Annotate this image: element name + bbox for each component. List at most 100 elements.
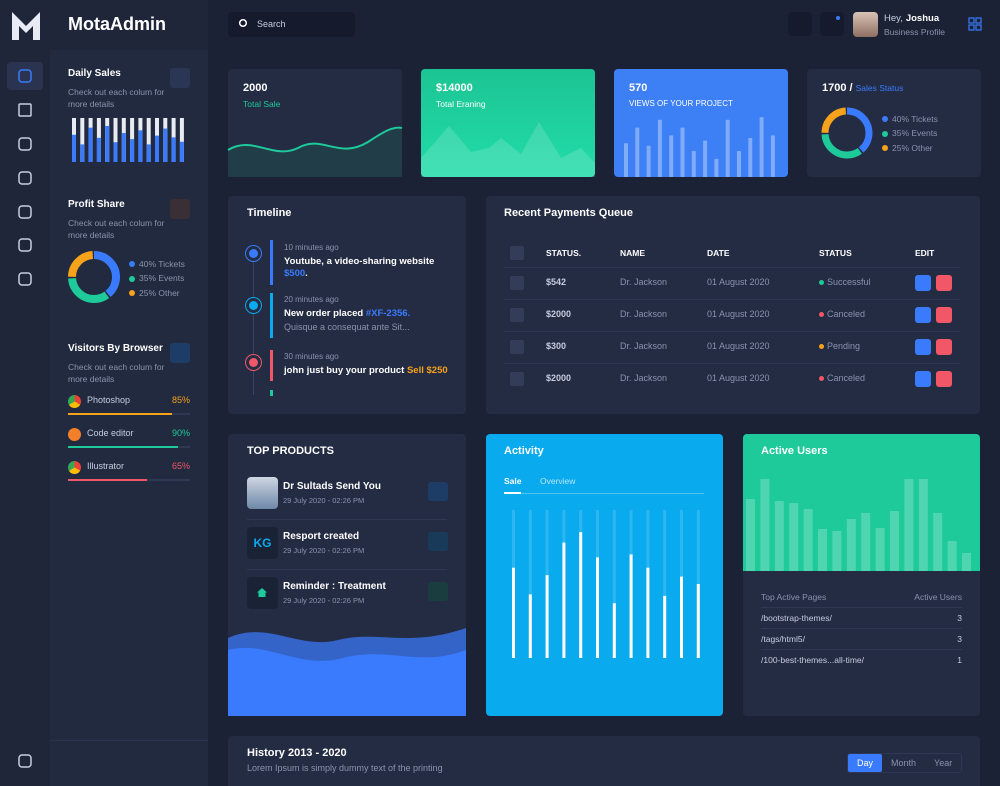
item-divider	[247, 569, 447, 570]
greeting-text: Hey,	[884, 13, 903, 24]
range-button[interactable]: Day	[848, 754, 883, 772]
bar-track	[528, 510, 532, 658]
status: Pending	[827, 341, 861, 352]
edit-btn[interactable]	[915, 339, 931, 355]
donut-segment	[821, 107, 873, 159]
browser-name: Photoshop	[87, 395, 131, 406]
product-menu[interactable]	[428, 582, 448, 601]
stat-label: Sales Status	[855, 83, 904, 93]
bar	[562, 542, 566, 658]
bar	[818, 529, 827, 571]
fullscreen-btn[interactable]	[788, 12, 812, 36]
icon-rail	[0, 0, 50, 786]
page-path: /100-best-themes...all-time/	[761, 654, 864, 665]
bar	[130, 139, 135, 162]
nav-icon-shape	[18, 137, 32, 151]
views-bars	[624, 117, 775, 177]
bar	[646, 567, 650, 658]
nav-icon-shape	[18, 754, 32, 768]
nav-active-bg	[7, 62, 43, 90]
bar	[88, 127, 93, 162]
edit-btn[interactable]	[915, 307, 931, 323]
checkbox[interactable]	[510, 276, 524, 290]
item-divider	[247, 519, 447, 520]
search-icon	[238, 18, 248, 28]
bar	[918, 479, 928, 571]
product-date: 29 July 2020 - 02:26 PM	[283, 496, 365, 506]
card-title: Recent Payments Queue	[504, 207, 633, 220]
notify-dot	[836, 16, 840, 20]
checkbox[interactable]	[510, 308, 524, 322]
bar	[596, 557, 599, 658]
profit-donut	[68, 251, 120, 303]
bar	[121, 132, 126, 162]
area	[421, 122, 595, 177]
browser-value: 90%	[171, 428, 190, 439]
table-cell: Dr. Jackson	[620, 277, 668, 288]
edit-btn[interactable]	[915, 275, 931, 291]
bar	[669, 135, 674, 177]
range-button[interactable]: Year	[934, 758, 953, 768]
product-menu[interactable]	[428, 532, 448, 551]
timeline-main: Youtube, a video-sharing website	[284, 256, 435, 267]
bar-track	[663, 510, 667, 658]
activity-bars	[512, 510, 700, 658]
bar	[646, 145, 651, 177]
delete-btn[interactable]	[936, 371, 952, 387]
wave-line	[227, 126, 403, 153]
donut-segment	[68, 251, 120, 303]
bar	[748, 138, 753, 177]
daily-sales-chart	[72, 118, 184, 162]
bar	[680, 127, 685, 177]
timeline-time: 20 minutes ago	[284, 295, 339, 305]
bar	[696, 584, 700, 658]
range-button[interactable]: Month	[891, 758, 917, 768]
browser-value: 85%	[171, 395, 190, 406]
checkbox[interactable]	[510, 340, 524, 354]
bar	[691, 151, 696, 177]
delete-btn[interactable]	[936, 339, 952, 355]
brand-bar	[50, 0, 208, 50]
timeline-main: New order placed	[284, 308, 364, 319]
row-divider	[504, 267, 960, 268]
notify-btn[interactable]	[820, 12, 844, 36]
timeline-axis	[253, 245, 254, 395]
tab: Overview	[540, 475, 576, 486]
legend-label: 40% Tickets	[892, 113, 938, 124]
timeline-card	[228, 196, 466, 414]
bar	[657, 119, 662, 177]
table-header: EDIT	[915, 247, 935, 258]
edit-btn[interactable]	[915, 371, 931, 387]
checkbox[interactable]	[510, 372, 524, 386]
bar	[138, 130, 143, 162]
bar	[105, 125, 110, 162]
product-title: Dr Sultads Send You	[283, 480, 381, 492]
table-cell: Dr. Jackson	[620, 341, 668, 352]
user-role: Business Profile	[884, 26, 945, 37]
earning-area	[421, 122, 595, 177]
delete-btn[interactable]	[936, 307, 952, 323]
products-wave	[228, 628, 466, 716]
table-cell: 01 August 2020	[707, 277, 770, 288]
bar	[746, 499, 755, 571]
bar	[962, 553, 971, 571]
apps-glyph	[975, 17, 982, 24]
stat-value: 1700 /Sales Status	[822, 82, 903, 94]
tab-underline	[504, 492, 521, 494]
checkbox[interactable]	[510, 246, 524, 260]
product-menu[interactable]	[428, 482, 448, 501]
delete-btn[interactable]	[936, 275, 952, 291]
table-cell: $2000	[546, 373, 572, 384]
side-divider	[50, 740, 208, 741]
activity-card	[486, 434, 723, 716]
widget-icon	[170, 68, 190, 88]
bar	[846, 519, 856, 571]
timeline-dot	[249, 358, 258, 367]
legend-dot	[129, 261, 135, 267]
bar-track	[113, 118, 118, 162]
legend-label: 25% Other	[892, 142, 933, 153]
bar	[760, 479, 770, 571]
timeline-text: New order placed #XF-2356.	[284, 308, 454, 320]
wave-front	[228, 647, 466, 716]
progress-bar	[68, 446, 178, 448]
